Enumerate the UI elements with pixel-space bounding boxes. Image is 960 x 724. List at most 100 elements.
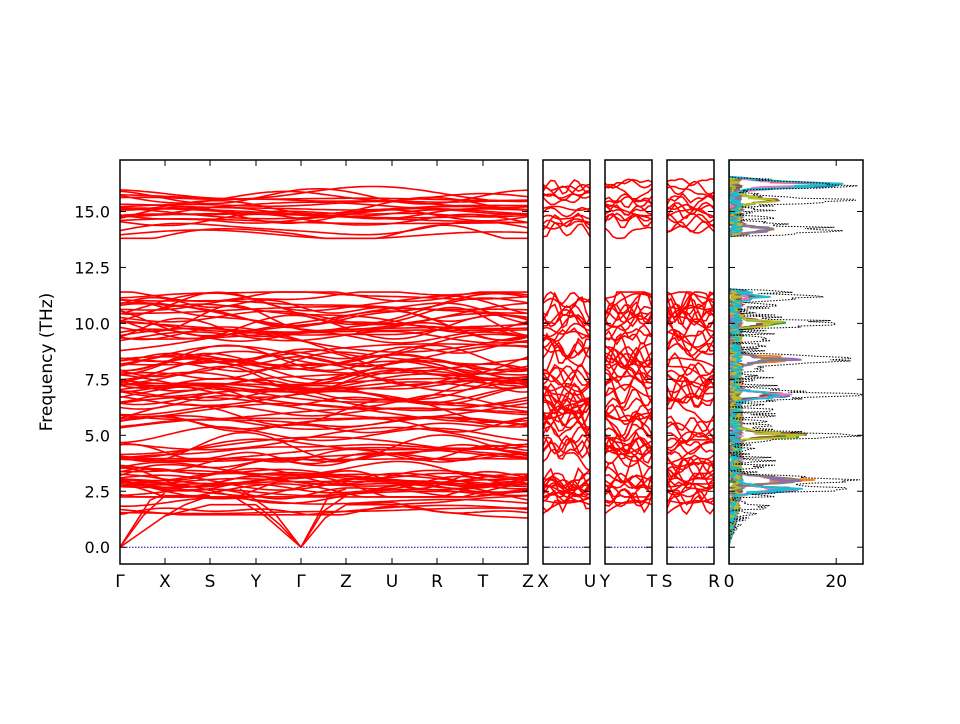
band-line xyxy=(120,472,528,490)
band-line xyxy=(543,303,590,329)
band-line xyxy=(120,376,528,393)
band-line xyxy=(667,203,714,211)
band-line xyxy=(605,497,652,504)
band-line xyxy=(120,185,528,203)
band-line xyxy=(120,457,528,461)
band-line xyxy=(605,178,652,189)
band-line xyxy=(667,483,714,495)
panel-s-r-frame xyxy=(666,159,715,565)
y-tick-label: 7.5 xyxy=(85,370,110,389)
k-point-label: Z xyxy=(522,572,534,592)
band-line xyxy=(120,460,528,481)
band-line xyxy=(605,472,652,493)
band-line xyxy=(120,291,528,303)
bands-s-r xyxy=(667,178,714,234)
band-line xyxy=(605,362,652,381)
band-line xyxy=(120,310,528,326)
band-line xyxy=(543,218,590,230)
k-point-label: Y xyxy=(250,572,262,592)
band-line xyxy=(120,497,528,507)
band-line xyxy=(120,475,528,500)
bands-y-t xyxy=(605,291,652,498)
band-line xyxy=(120,194,528,202)
band-line xyxy=(543,382,590,407)
band-line xyxy=(605,464,652,489)
acoustic-branch xyxy=(346,494,528,506)
bands-s-r xyxy=(667,290,714,498)
band-line xyxy=(667,497,714,504)
band-line xyxy=(605,397,652,412)
band-line xyxy=(605,304,652,328)
band-line xyxy=(120,426,528,444)
band-line xyxy=(120,504,528,516)
band-line xyxy=(543,442,590,472)
band-line xyxy=(543,403,590,430)
dos-x-tick-label: 0 xyxy=(724,572,735,592)
bands-x-u xyxy=(543,472,590,514)
band-line xyxy=(667,180,714,196)
band-line xyxy=(667,398,714,424)
band-line xyxy=(605,434,652,456)
band-line xyxy=(605,332,652,366)
band-line xyxy=(667,178,714,187)
band-line xyxy=(120,345,528,367)
band-line xyxy=(120,356,528,375)
band-line xyxy=(543,205,590,212)
band-line xyxy=(667,432,714,444)
band-line xyxy=(543,291,590,321)
band-line xyxy=(543,472,590,492)
band-line xyxy=(120,321,528,333)
band-line xyxy=(120,477,528,500)
y-axis-label: Frequency (THz) xyxy=(37,293,57,432)
band-line xyxy=(543,499,590,515)
k-point-label: R xyxy=(708,572,720,592)
band-line xyxy=(120,436,528,456)
band-line xyxy=(120,446,528,462)
k-point-label: Γ xyxy=(115,572,125,592)
band-line xyxy=(120,415,528,428)
band-line xyxy=(120,414,528,430)
partial-dos-line xyxy=(729,160,844,564)
dos-curves xyxy=(729,160,863,564)
total-dos-line xyxy=(729,160,863,564)
low-branches-s-r xyxy=(667,497,714,515)
band-line xyxy=(605,196,652,209)
band-line xyxy=(543,369,590,386)
band-line xyxy=(605,212,652,229)
band-line xyxy=(120,393,528,410)
band-line xyxy=(605,315,652,328)
band-line xyxy=(543,179,590,195)
k-point-label: T xyxy=(477,572,489,592)
band-line xyxy=(605,475,652,490)
band-line xyxy=(120,373,528,392)
band-line xyxy=(543,193,590,199)
band-line xyxy=(667,472,714,489)
band-line xyxy=(543,291,590,305)
bands-y-t xyxy=(605,178,652,240)
band-line xyxy=(543,419,590,438)
k-point-label: U xyxy=(386,572,398,592)
band-line xyxy=(120,473,528,489)
band-line xyxy=(667,220,714,233)
bands-main xyxy=(120,185,528,240)
band-line xyxy=(605,346,652,369)
band-line xyxy=(667,365,714,385)
band-line xyxy=(120,330,528,344)
band-line xyxy=(605,499,652,515)
band-line xyxy=(605,350,652,366)
band-line xyxy=(605,327,652,342)
band-line xyxy=(543,497,590,504)
band-line xyxy=(667,370,714,394)
band-line xyxy=(605,417,652,442)
band-line xyxy=(120,396,528,419)
band-line xyxy=(667,369,714,395)
band-line xyxy=(543,332,590,361)
band-line xyxy=(667,328,714,348)
bands-s-r xyxy=(667,472,714,516)
band-line xyxy=(120,384,528,413)
acoustic-branch xyxy=(255,504,302,548)
band-line xyxy=(667,420,714,443)
band-line xyxy=(667,314,714,342)
